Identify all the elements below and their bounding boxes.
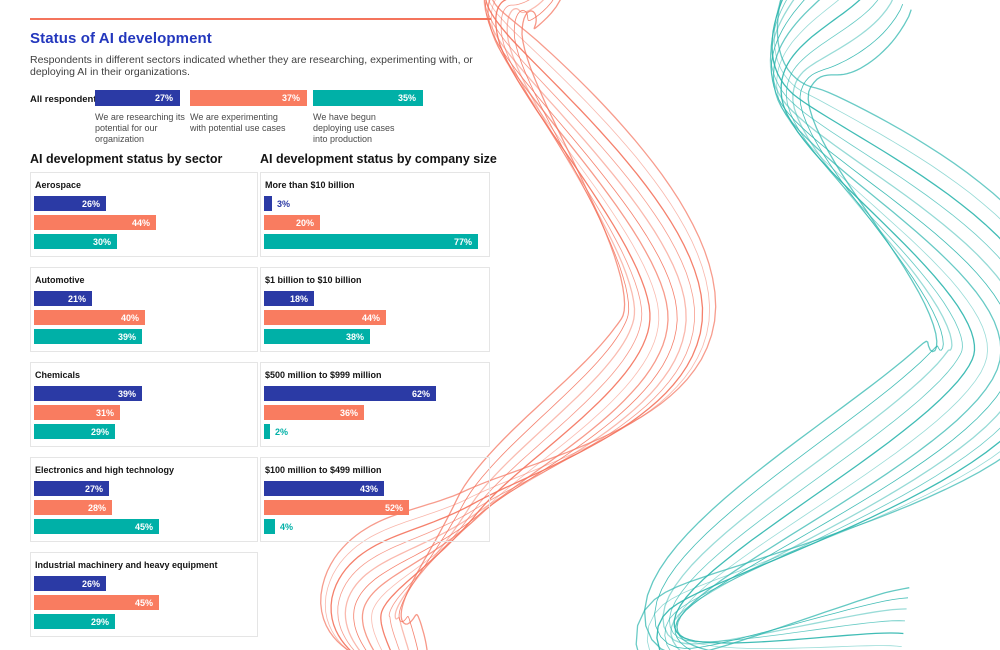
bar-deploying: 39% [34, 329, 142, 344]
bar-row-researching: 27% [34, 481, 254, 496]
company-size-group: More than $10 billion 3% 20% 77% [260, 172, 490, 257]
group-label: $1 billion to $10 billion [265, 275, 362, 285]
bar-row-researching: 26% [34, 196, 254, 211]
sector-group: Automotive 21% 40% 39% [30, 267, 258, 352]
group-label: More than $10 billion [265, 180, 355, 190]
bar-row-experimenting: 44% [34, 215, 254, 230]
bar-row-researching: 18% [264, 291, 486, 306]
bar-row-experimenting: 44% [264, 310, 486, 325]
sector-section-heading: AI development status by sector [30, 152, 223, 166]
bar-row-deploying: 29% [34, 424, 254, 439]
bar-value-outside: 4% [280, 521, 294, 532]
bar-row-deploying: 45% [34, 519, 254, 534]
bar-experimenting: 45% [34, 595, 159, 610]
company-size-group: $1 billion to $10 billion 18% 44% 38% [260, 267, 490, 352]
bar-row-experimenting: 36% [264, 405, 486, 420]
all-respondents-status-deploying: 35% We have begun deploying use cases int… [313, 90, 423, 145]
all-respondents-status-researching: 27% We are researching its potential for … [95, 90, 193, 145]
bar-experimenting: 31% [34, 405, 120, 420]
bar-row-experimenting: 40% [34, 310, 254, 325]
bar-deploying: 29% [34, 424, 115, 439]
bar-experimenting: 36% [264, 405, 364, 420]
group-label: Aerospace [35, 180, 82, 190]
page-subtitle: Respondents in different sectors indicat… [30, 54, 473, 78]
bar-researching: 26% [34, 196, 106, 211]
company-size-group: $100 million to $499 million 43% 52% 4% [260, 457, 490, 542]
company-size-groups-column: More than $10 billion 3% 20% 77% $1 billion … [260, 172, 490, 552]
bar-experimenting: 20% [264, 215, 320, 230]
bar-row-experimenting: 45% [34, 595, 254, 610]
bar-row-experimenting: 52% [264, 500, 486, 515]
sector-group: Electronics and high technology 27% 28% 45% [30, 457, 258, 542]
status-caption-researching: We are researching its potential for our… [95, 112, 185, 144]
bar-row-deploying: 4% [264, 519, 486, 534]
bar-experimenting: 40% [34, 310, 145, 325]
bar-row-deploying: 29% [34, 614, 254, 629]
bar-experimenting: 37% [190, 90, 307, 106]
group-label: Chemicals [35, 370, 81, 380]
bar-researching: 43% [264, 481, 384, 496]
sector-group: Chemicals 39% 31% 29% [30, 362, 258, 447]
group-label: Industrial machinery and heavy equipment [35, 560, 218, 570]
bar-value-outside: 3% [277, 198, 291, 209]
bar-row-experimenting: 31% [34, 405, 254, 420]
bar-row-researching: 43% [264, 481, 486, 496]
bar-deploying [264, 424, 270, 439]
sector-group: Industrial machinery and heavy equipment… [30, 552, 258, 637]
bar-experimenting: 44% [264, 310, 386, 325]
bar-row-researching: 21% [34, 291, 254, 306]
sector-groups-column: Aerospace 26% 44% 30% Automotive 21% 40% 39% Che… [30, 172, 258, 647]
bar-row-researching: 62% [264, 386, 486, 401]
group-label: Electronics and high technology [35, 465, 175, 475]
bar-row-deploying: 38% [264, 329, 486, 344]
company-size-section-heading: AI development status by company size [260, 152, 497, 166]
bar-deploying: 35% [313, 90, 423, 106]
bar-row-experimenting: 28% [34, 500, 254, 515]
status-caption-experimenting: We are experimenting with potential use … [190, 112, 286, 133]
bar-researching: 27% [95, 90, 180, 106]
group-label: Automotive [35, 275, 85, 285]
bar-deploying: 38% [264, 329, 370, 344]
bar-researching: 27% [34, 481, 109, 496]
bar-row-researching: 39% [34, 386, 254, 401]
top-accent-rule [30, 18, 491, 20]
bar-row-deploying: 30% [34, 234, 254, 249]
page-title: Status of AI development [30, 30, 212, 47]
bar-row-deploying: 39% [34, 329, 254, 344]
all-respondents-status-experimenting: 37% We are experimenting with potential u… [190, 90, 307, 134]
bar-deploying: 30% [34, 234, 117, 249]
bar-researching: 62% [264, 386, 436, 401]
bar-researching: 18% [264, 291, 314, 306]
company-size-group: $500 million to $999 million 62% 36% 2% [260, 362, 490, 447]
bar-experimenting: 52% [264, 500, 409, 515]
bar-experimenting: 28% [34, 500, 112, 515]
bar-row-researching: 26% [34, 576, 254, 591]
bar-row-deploying: 77% [264, 234, 486, 249]
bar-researching: 21% [34, 291, 92, 306]
bar-experimenting: 44% [34, 215, 156, 230]
status-caption-deploying: We have begun deploying use cases into p… [313, 112, 395, 144]
group-label: $100 million to $499 million [265, 465, 382, 475]
bar-researching [264, 196, 272, 211]
bar-row-researching: 3% [264, 196, 486, 211]
bar-row-deploying: 2% [264, 424, 486, 439]
bar-researching: 39% [34, 386, 142, 401]
sector-group: Aerospace 26% 44% 30% [30, 172, 258, 257]
group-label: $500 million to $999 million [265, 370, 382, 380]
bar-researching: 26% [34, 576, 106, 591]
bar-deploying: 29% [34, 614, 115, 629]
bar-value-outside: 2% [275, 426, 289, 437]
bar-row-experimenting: 20% [264, 215, 486, 230]
bar-deploying [264, 519, 275, 534]
bar-deploying: 77% [264, 234, 478, 249]
bar-deploying: 45% [34, 519, 159, 534]
all-respondents-label: All respondents [30, 94, 102, 105]
